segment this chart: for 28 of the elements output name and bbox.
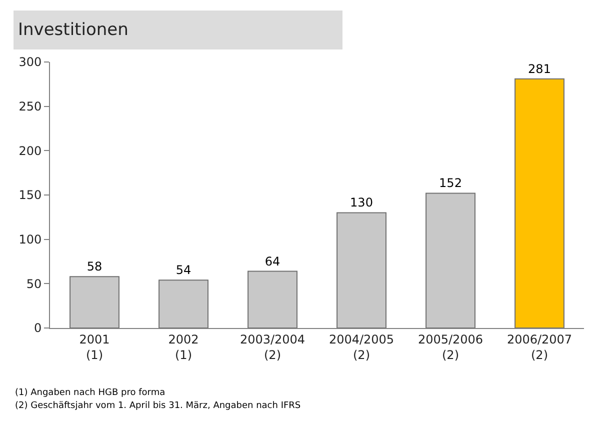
bar (426, 192, 476, 328)
data-label: 281 (528, 62, 551, 76)
data-label: 54 (176, 263, 192, 278)
bar (336, 212, 386, 328)
y-tick-label: 200 (18, 144, 42, 158)
data-label: 64 (264, 254, 280, 268)
y-tick-label: 0 (34, 321, 42, 336)
data-label: 152 (439, 176, 462, 190)
x-tick-label: 2003/2004 (2) (240, 332, 306, 362)
y-tick-label: 50 (26, 276, 42, 291)
chart-title: Investitionen (18, 20, 128, 40)
bar (158, 280, 208, 328)
y-tick-label: 100 (18, 232, 42, 247)
bar (70, 276, 120, 328)
x-tick-label: 2004/2005 (2) (328, 332, 394, 362)
x-tick-label: 2001 (1) (79, 332, 110, 362)
bar (248, 270, 298, 328)
bar (514, 78, 564, 328)
x-tick-label: 2005/2006 (2) (418, 332, 484, 362)
y-tick-label: 250 (18, 100, 42, 114)
y-tick-label: 150 (18, 188, 42, 202)
x-tick-label: 2002 (1) (168, 332, 199, 362)
data-label: 130 (350, 196, 373, 210)
y-tick-label: 300 (18, 55, 42, 70)
data-label: 58 (86, 260, 102, 274)
text: (2) Geschäftsjahr vom 1. April bis 31. März, Angaben nach IFRS (15, 401, 301, 411)
x-tick-label: 2006/2007 (2) (506, 332, 572, 362)
text: (1) Angaben nach HGB pro forma (15, 388, 166, 398)
